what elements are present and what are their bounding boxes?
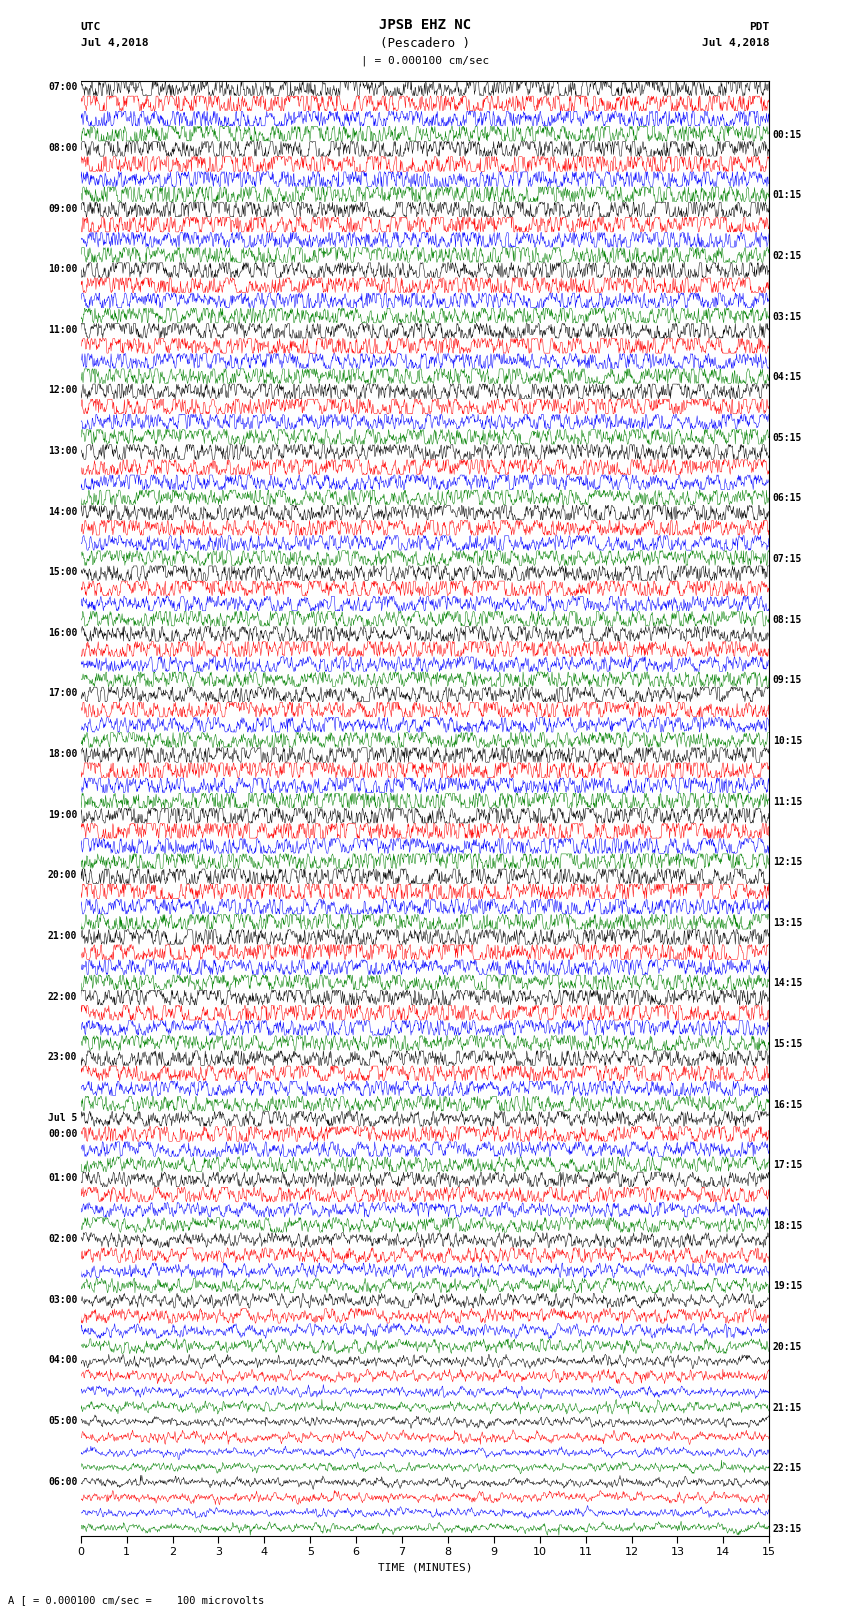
Text: 01:15: 01:15 [773,190,802,200]
Text: | = 0.000100 cm/sec: | = 0.000100 cm/sec [361,55,489,66]
Text: (Pescadero ): (Pescadero ) [380,37,470,50]
Text: 18:00: 18:00 [48,748,77,760]
Text: Jul 4,2018: Jul 4,2018 [81,39,148,48]
Text: 07:15: 07:15 [773,553,802,565]
Text: 08:15: 08:15 [773,615,802,624]
Text: 00:00: 00:00 [48,1129,77,1139]
Text: 09:15: 09:15 [773,676,802,686]
Text: 03:15: 03:15 [773,311,802,321]
Text: 13:15: 13:15 [773,918,802,927]
Text: 19:00: 19:00 [48,810,77,819]
Text: 12:15: 12:15 [773,857,802,868]
Text: 22:00: 22:00 [48,992,77,1002]
Text: 21:15: 21:15 [773,1403,802,1413]
Text: 04:15: 04:15 [773,373,802,382]
Text: 07:00: 07:00 [48,82,77,92]
Text: 02:00: 02:00 [48,1234,77,1244]
Text: JPSB EHZ NC: JPSB EHZ NC [379,18,471,32]
Text: 00:15: 00:15 [773,129,802,140]
Text: 11:15: 11:15 [773,797,802,806]
Text: 08:00: 08:00 [48,144,77,153]
Text: Jul 4,2018: Jul 4,2018 [702,39,769,48]
Text: 17:15: 17:15 [773,1160,802,1171]
Text: 16:00: 16:00 [48,627,77,637]
Text: 22:15: 22:15 [773,1463,802,1473]
Text: A [ = 0.000100 cm/sec =    100 microvolts: A [ = 0.000100 cm/sec = 100 microvolts [8,1595,264,1605]
Text: 20:00: 20:00 [48,871,77,881]
Text: 15:00: 15:00 [48,568,77,577]
Text: 23:15: 23:15 [773,1524,802,1534]
Text: PDT: PDT [749,23,769,32]
Text: 10:00: 10:00 [48,265,77,274]
Text: 05:15: 05:15 [773,432,802,444]
Text: 13:00: 13:00 [48,447,77,456]
Text: 21:00: 21:00 [48,931,77,940]
Text: 11:00: 11:00 [48,324,77,336]
Text: 19:15: 19:15 [773,1281,802,1292]
Text: Jul 5: Jul 5 [48,1113,77,1123]
Text: 05:00: 05:00 [48,1416,77,1426]
Text: 09:00: 09:00 [48,203,77,213]
Text: 23:00: 23:00 [48,1052,77,1063]
X-axis label: TIME (MINUTES): TIME (MINUTES) [377,1563,473,1573]
Text: 14:00: 14:00 [48,506,77,516]
Text: 15:15: 15:15 [773,1039,802,1048]
Text: 17:00: 17:00 [48,689,77,698]
Text: 06:00: 06:00 [48,1476,77,1487]
Text: 14:15: 14:15 [773,979,802,989]
Text: 16:15: 16:15 [773,1100,802,1110]
Text: 18:15: 18:15 [773,1221,802,1231]
Text: 20:15: 20:15 [773,1342,802,1352]
Text: 03:00: 03:00 [48,1295,77,1305]
Text: 12:00: 12:00 [48,386,77,395]
Text: 10:15: 10:15 [773,736,802,745]
Text: 01:00: 01:00 [48,1174,77,1184]
Text: 04:00: 04:00 [48,1355,77,1365]
Text: UTC: UTC [81,23,101,32]
Text: 06:15: 06:15 [773,494,802,503]
Text: 02:15: 02:15 [773,252,802,261]
